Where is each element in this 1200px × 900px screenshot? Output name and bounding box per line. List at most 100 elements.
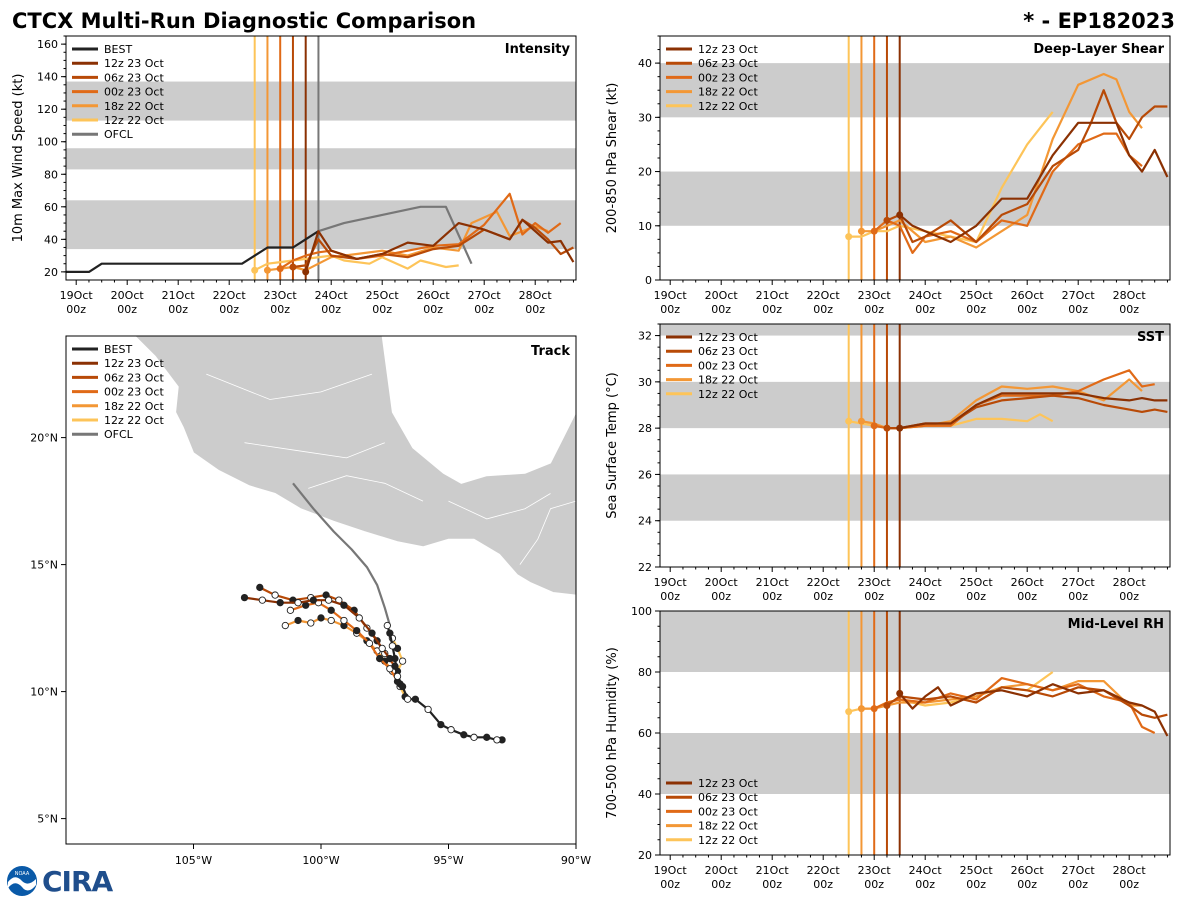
- sst-band-2: [660, 324, 1170, 336]
- rh-xtick-label-hour-6: 00z: [966, 878, 986, 891]
- track-xtick-label: 105°W: [175, 854, 212, 867]
- sst-band-1: [660, 381, 1170, 429]
- intensity-xtick-label-day-6: 25Oct: [366, 289, 400, 302]
- shear-xtick-label-day-3: 22Oct: [807, 289, 841, 302]
- track-legend-label-12z-23-oct: 12z 23 Oct: [104, 357, 164, 370]
- rh-xtick-label-day-3: 22Oct: [807, 864, 841, 877]
- sst-xtick-label-day-5: 24Oct: [909, 576, 943, 589]
- intensity-ytick-label-140: 140: [37, 71, 58, 84]
- intensity-init-point-00z-23-oct: [276, 265, 284, 273]
- track-point-12z-23-oct: [276, 599, 284, 607]
- track-point-12z-23-oct: [340, 601, 348, 609]
- rh-init-point-18z-22-oct: [857, 705, 865, 713]
- track-point-best: [470, 733, 478, 741]
- intensity-init-point-06z-23-oct: [289, 263, 297, 271]
- track-point-12z-22-oct: [398, 657, 407, 665]
- state-border-0: [206, 373, 373, 400]
- state-border-4: [519, 500, 576, 565]
- shear-xtick-label-day-9: 28Oct: [1113, 289, 1147, 302]
- sst-ytick-label-28: 28: [638, 422, 652, 435]
- rh-legend-label-12z-22-oct: 12z 22 Oct: [698, 834, 758, 847]
- track-point-best: [493, 736, 501, 744]
- track-point-best: [391, 654, 399, 663]
- sst-frame: [659, 323, 1171, 568]
- sst-band-0: [660, 474, 1170, 521]
- shear-legend-label-18z-22-oct: 18z 22 Oct: [698, 86, 758, 99]
- track-point-12z-23-oct: [324, 596, 333, 604]
- track-point-12z-23-oct: [368, 629, 376, 637]
- rh-panel-label: Mid-Level RH: [1068, 617, 1164, 632]
- intensity-legend-label-18z-22-oct: 18z 22 Oct: [104, 100, 164, 113]
- sst-ytick-label-30: 30: [638, 376, 652, 389]
- track-point-18z-22-oct: [294, 616, 302, 625]
- shear-xtick-label-hour-7: 00z: [1017, 303, 1037, 316]
- intensity-series-06z-23-oct: [292, 218, 574, 269]
- track-point-06z-23-oct: [271, 591, 279, 599]
- shear-legend-label-12z-22-oct: 12z 22 Oct: [698, 100, 758, 113]
- rh-xtick-label-hour-3: 00z: [813, 878, 833, 891]
- sst-xtick-label-day-9: 28Oct: [1113, 576, 1147, 589]
- shear-xtick-label-hour-8: 00z: [1068, 303, 1088, 316]
- track-point-00z-23-oct: [375, 654, 384, 663]
- intensity-plot-area: [66, 36, 576, 280]
- intensity-band-1: [66, 148, 576, 170]
- sst-xtick-label-hour-3: 00z: [813, 590, 833, 603]
- sst-ytick-label-24: 24: [638, 515, 652, 528]
- intensity-ytick-label-120: 120: [37, 103, 58, 116]
- sst-ytick-label-22: 22: [638, 561, 652, 574]
- track-point-best: [424, 705, 432, 714]
- track-point-18z-22-oct: [327, 616, 335, 625]
- intensity-xtick-label-hour-4: 00z: [270, 303, 290, 316]
- rh-xtick-label-day-1: 20Oct: [705, 864, 739, 877]
- track-legend-label-18z-22-oct: 18z 22 Oct: [104, 400, 164, 413]
- rh-xtick-label-day-7: 26Oct: [1011, 864, 1045, 877]
- track-legend-label-12z-22-oct: 12z 22 Oct: [104, 414, 164, 427]
- shear-series-06z-23-oct: [886, 89, 1168, 244]
- shear-legend-label-06z-23-oct: 06z 23 Oct: [698, 57, 758, 70]
- sst-init-point-18z-22-oct: [857, 417, 865, 425]
- sst-xtick-label-day-2: 21Oct: [756, 576, 790, 589]
- shear-panel: 01020304019Oct00z20Oct00z21Oct00z22Oct00…: [605, 35, 1171, 316]
- sst-panel-label: SST: [1137, 330, 1164, 345]
- rh-band-0: [660, 733, 1170, 794]
- intensity-xtick-label-day-0: 19Oct: [60, 289, 94, 302]
- storm-id: * - EP182023: [1023, 9, 1175, 33]
- sst-xtick-label-day-8: 27Oct: [1062, 576, 1096, 589]
- intensity-xtick-label-day-4: 23Oct: [264, 289, 298, 302]
- rh-init-point-12z-23-oct: [896, 689, 904, 697]
- shear-band-0: [660, 171, 1170, 226]
- intensity-ytick-label-60: 60: [44, 201, 58, 214]
- shear-series-18z-22-oct: [861, 72, 1143, 249]
- shear-series-12z-23-oct: [898, 121, 1169, 244]
- track-point-12z-23-oct: [378, 644, 386, 653]
- rh-xtick-label-hour-7: 00z: [1017, 878, 1037, 891]
- rh-xtick-label-day-4: 23Oct: [858, 864, 892, 877]
- track-xtick-label: 90°W: [561, 854, 591, 867]
- intensity-legend-label-00z-23-oct: 00z 23 Oct: [104, 86, 164, 99]
- shear-ylabel: 200-850 hPa Shear (kt): [605, 83, 620, 234]
- track-xtick-label: 100°W: [302, 854, 339, 867]
- shear-ytick-label-40: 40: [638, 57, 652, 70]
- sst-ytick-label-26: 26: [638, 468, 652, 481]
- track-point-00z-23-oct: [353, 626, 361, 635]
- intensity-legend-label-12z-23-oct: 12z 23 Oct: [104, 57, 164, 70]
- sst-panel: 22242628303219Oct00z20Oct00z21Oct00z22Oc…: [605, 323, 1171, 603]
- track-legend-label-00z-23-oct: 00z 23 Oct: [104, 386, 164, 399]
- rh-series-06z-23-oct: [886, 686, 1168, 719]
- track-panel: 105°W 100°W 95°W 90°W 5°N 10°N 15°N 20°N Track BE…: [30, 335, 591, 867]
- track-point-best: [398, 682, 407, 691]
- rh-ylabel: 700-500 hPa Humidity (%): [605, 647, 620, 819]
- shear-xtick-label-hour-5: 00z: [915, 303, 935, 316]
- shear-xtick-label-hour-0: 00z: [660, 303, 680, 316]
- intensity-init-point-12z-22-oct: [251, 266, 259, 274]
- figure-title: CTCX Multi-Run Diagnostic Comparison: [12, 9, 476, 33]
- sst-init-point-12z-22-oct: [845, 417, 853, 425]
- rh-xtick-label-day-8: 27Oct: [1062, 864, 1096, 877]
- sst-xtick-label-day-4: 23Oct: [858, 576, 892, 589]
- track-legend-label-06z-23-oct: 06z 23 Oct: [104, 371, 164, 384]
- sst-legend-label-12z-22-oct: 12z 22 Oct: [698, 388, 758, 401]
- shear-ytick-label-0: 0: [645, 274, 652, 287]
- track-xtick-label: 95°W: [433, 854, 463, 867]
- rh-plot-area: [660, 611, 1170, 855]
